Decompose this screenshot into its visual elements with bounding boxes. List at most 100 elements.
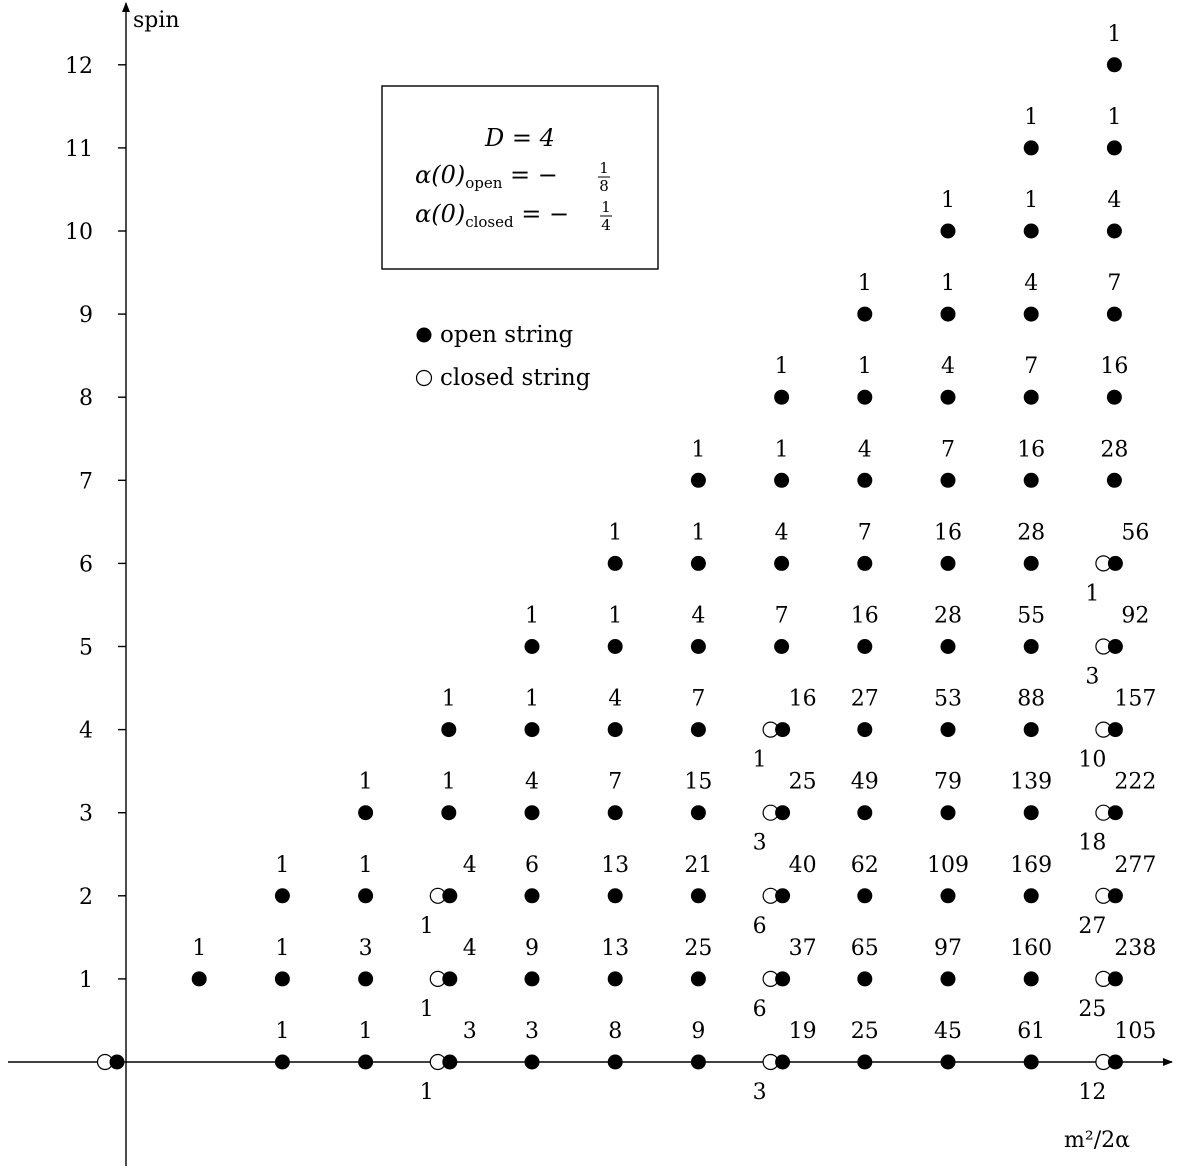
parameter-dimension: D = 4: [484, 124, 555, 152]
open-string-point: [1023, 223, 1039, 239]
open-multiplicity-label: 37: [789, 936, 817, 961]
open-string-point: [358, 888, 374, 904]
open-multiplicity-label: 27: [851, 687, 879, 712]
open-multiplicity-label: 1: [858, 354, 872, 379]
open-multiplicity-label: 222: [1114, 770, 1156, 795]
open-multiplicity-label: 15: [684, 770, 712, 795]
open-intercept-frac-num: 1: [599, 159, 609, 177]
y-axis-title: spin: [133, 8, 180, 33]
open-string-point: [1106, 140, 1122, 156]
open-multiplicity-label: 4: [1024, 271, 1038, 296]
y-tick-label: 11: [65, 137, 93, 162]
open-multiplicity-label: 56: [1121, 520, 1149, 545]
open-multiplicity-label: 1: [775, 437, 789, 462]
open-string-point: [1107, 888, 1123, 904]
y-tick-label: 1: [79, 968, 93, 993]
closed-multiplicity-label: 1: [1085, 581, 1099, 606]
open-multiplicity-label: 28: [1100, 437, 1128, 462]
y-tick-label: 2: [79, 885, 93, 910]
open-string-point: [442, 971, 458, 987]
open-multiplicity-label: 7: [941, 437, 955, 462]
closed-multiplicity-label: 18: [1078, 831, 1106, 856]
open-string-point: [524, 722, 540, 738]
closed-multiplicity-label: 6: [753, 914, 767, 939]
open-string-point: [607, 805, 623, 821]
open-string-point: [274, 888, 290, 904]
legend-open-marker: [416, 327, 432, 343]
open-string-point: [774, 555, 790, 571]
open-multiplicity-label: 4: [941, 354, 955, 379]
open-multiplicity-label: 1: [775, 354, 789, 379]
open-string-point: [690, 888, 706, 904]
open-string-point: [1106, 389, 1122, 405]
open-string-point: [857, 722, 873, 738]
open-string-points: 1111131134411396411813137411925211574111…: [109, 22, 1156, 1070]
open-string-point: [940, 1054, 956, 1070]
open-multiplicity-label: 8: [608, 1019, 622, 1044]
open-multiplicity-label: 1: [1024, 188, 1038, 213]
open-string-point: [1023, 888, 1039, 904]
open-string-point: [1107, 805, 1123, 821]
open-string-point: [1107, 555, 1123, 571]
open-string-point: [1023, 389, 1039, 405]
open-string-point: [1107, 722, 1123, 738]
open-string-point: [775, 971, 791, 987]
open-string-point: [441, 722, 457, 738]
open-string-point: [690, 971, 706, 987]
open-multiplicity-label: 1: [442, 687, 456, 712]
open-string-point: [857, 971, 873, 987]
open-multiplicity-label: 16: [789, 687, 817, 712]
open-string-point: [524, 888, 540, 904]
open-multiplicity-label: 7: [1107, 271, 1121, 296]
open-multiplicity-label: 1: [525, 687, 539, 712]
open-string-point: [690, 555, 706, 571]
open-multiplicity-label: 3: [463, 1019, 477, 1044]
open-multiplicity-label: 1: [192, 936, 206, 961]
open-multiplicity-label: 1: [525, 604, 539, 629]
open-multiplicity-label: 92: [1121, 604, 1149, 629]
closed-intercept-frac-den: 4: [601, 216, 611, 234]
open-string-point: [940, 805, 956, 821]
open-string-point: [857, 639, 873, 654]
open-multiplicity-label: 1: [1107, 22, 1121, 47]
closed-multiplicity-label: 3: [753, 831, 767, 856]
open-string-point: [1023, 805, 1039, 821]
open-string-point: [1107, 639, 1123, 654]
closed-multiplicity-label: 25: [1078, 997, 1106, 1022]
legend-closed-label: closed string: [440, 365, 591, 391]
open-string-point: [607, 639, 623, 654]
closed-multiplicity-label: 10: [1078, 748, 1106, 773]
open-multiplicity-label: 4: [463, 853, 477, 878]
open-multiplicity-label: 3: [525, 1019, 539, 1044]
open-string-point: [940, 639, 956, 654]
open-string-point: [940, 306, 956, 322]
open-multiplicity-label: 169: [1010, 853, 1052, 878]
open-string-point: [940, 888, 956, 904]
closed-intercept-frac-num: 1: [601, 198, 611, 216]
open-multiplicity-label: 55: [1017, 604, 1045, 629]
open-string-point: [524, 971, 540, 987]
open-multiplicity-label: 16: [851, 604, 879, 629]
open-string-point: [940, 472, 956, 488]
open-multiplicity-label: 79: [934, 770, 962, 795]
y-tick-label: 4: [79, 719, 93, 744]
open-multiplicity-label: 7: [775, 604, 789, 629]
open-string-point: [857, 389, 873, 405]
open-multiplicity-label: 7: [691, 687, 705, 712]
open-string-point: [1023, 639, 1039, 654]
open-string-point: [442, 1054, 458, 1070]
open-string-point: [775, 1054, 791, 1070]
y-tick-label: 10: [65, 220, 93, 245]
open-string-point: [1023, 1054, 1039, 1070]
open-string-point: [524, 805, 540, 821]
open-string-point: [1023, 306, 1039, 322]
open-string-point: [1106, 306, 1122, 322]
open-multiplicity-label: 88: [1017, 687, 1045, 712]
open-string-point: [774, 389, 790, 405]
open-multiplicity-label: 28: [1017, 520, 1045, 545]
y-tick-label: 12: [65, 54, 93, 79]
open-multiplicity-label: 25: [684, 936, 712, 961]
y-tick-label: 9: [79, 303, 93, 328]
parameter-open-intercept: α(0)open = −: [415, 161, 558, 192]
